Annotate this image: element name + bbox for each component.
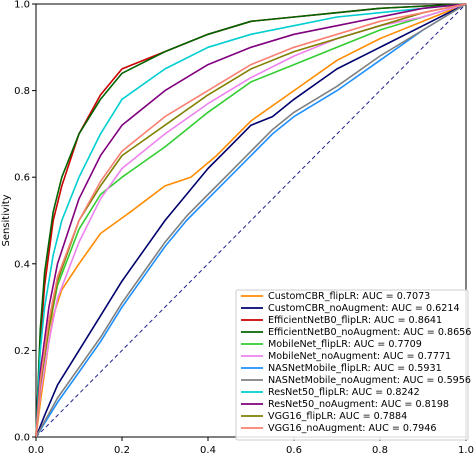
y-tick-label: 0.0	[14, 433, 30, 444]
x-tick-label: 0.8	[372, 445, 388, 456]
series-layer	[35, 3, 467, 438]
x-tick-label: 0.4	[200, 445, 216, 456]
series-line-1	[35, 3, 467, 438]
legend-entry-label: NASNetMobile_flipLR: AUC = 0.5931	[268, 363, 442, 374]
legend-entry-label: EfficientNetB0_flipLR: AUC = 0.8641	[268, 315, 442, 326]
y-tick-label: 1.0	[14, 0, 30, 11]
legend-entry-label: NASNetMobile_noAugment: AUC = 0.5956	[268, 375, 471, 386]
y-tick-label: 0.4	[14, 259, 30, 270]
legend-entry-label: ResNet50_noAugment: AUC = 0.8198	[268, 399, 449, 410]
legend-entry-label: CustomCBR_noAugment: AUC = 0.6214	[268, 303, 460, 314]
series-line-3	[35, 3, 467, 438]
series-line-9	[35, 3, 467, 438]
series-line-6	[35, 3, 467, 438]
legend-entry-label: ResNet50_flipLR: AUC = 0.8242	[268, 387, 420, 398]
x-tick-label: 0.2	[114, 445, 130, 456]
series-line-10	[35, 3, 467, 438]
x-tick-label: 1.0	[458, 445, 474, 456]
legend-entry-label: MobileNet_flipLR: AUC = 0.7709	[268, 339, 422, 350]
series-line-8	[35, 3, 467, 438]
legend-entry-label: CustomCBR_flipLR: AUC = 0.7073	[268, 291, 430, 302]
y-tick-label: 0.2	[14, 346, 30, 357]
series-line-7	[35, 3, 467, 438]
legend-entry-label: VGG16_flipLR: AUC = 0.7884	[268, 411, 407, 422]
series-line-11	[35, 3, 467, 438]
y-tick-label: 0.6	[14, 173, 30, 184]
y-axis-label: Sensitivity	[1, 194, 12, 246]
y-axis: 0.0 0.2 0.4 0.6 0.8 1.0	[14, 0, 36, 444]
legend: CustomCBR_flipLR: AUC = 0.7073CustomCBR_…	[235, 289, 471, 441]
legend-entry-label: MobileNet_noAugment: AUC = 0.7771	[268, 351, 451, 362]
chance-diagonal-line	[35, 3, 467, 438]
legend-entry-label: VGG16_noAugment: AUC = 0.7946	[268, 423, 436, 434]
y-tick-label: 0.8	[14, 86, 30, 97]
x-tick-label: 0.6	[286, 445, 302, 456]
legend-entry-label: EfficientNetB0_noAugment: AUC = 0.8656	[268, 327, 471, 338]
x-tick-label: 0.0	[28, 445, 44, 456]
legend-box	[235, 289, 469, 441]
